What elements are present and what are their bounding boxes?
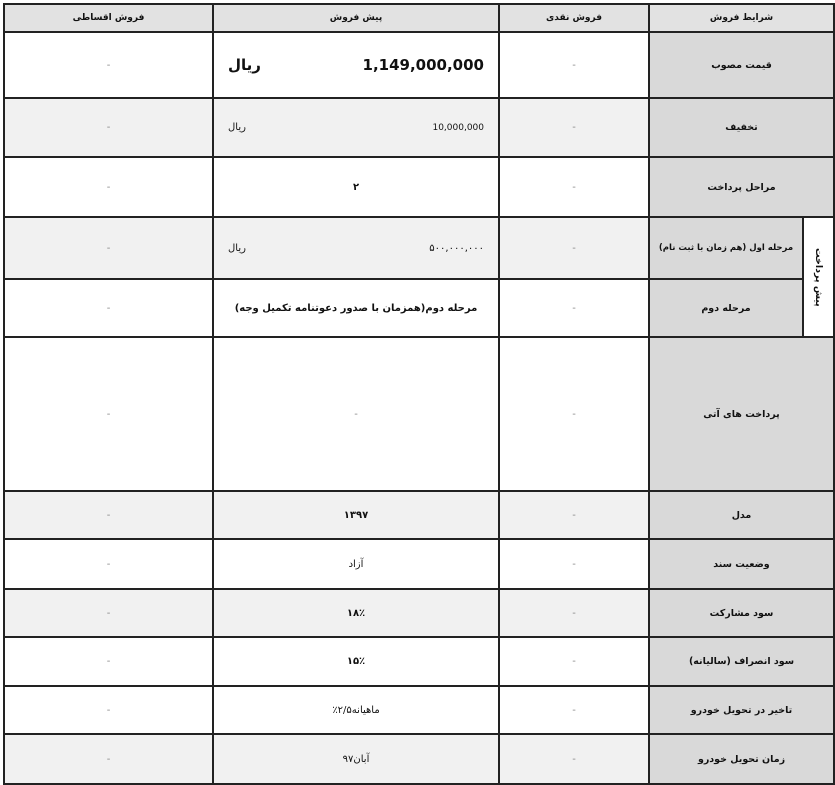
unit: ریال — [228, 56, 261, 74]
table-row: - مرحله دوم(همزمان با صدور دعوتنامه تکمی… — [3, 278, 834, 338]
table-row: - ۱۵٪ - سود انصراف (سالیانه) — [3, 636, 835, 687]
condition-label: مدل — [647, 490, 835, 540]
unit: ریال — [228, 122, 246, 133]
condition-label: سود انصراف (سالیانه) — [647, 636, 835, 687]
header-conditions: شرایط فروش — [647, 3, 835, 33]
cash-cell: - — [498, 588, 650, 638]
cash-cell: - — [498, 336, 650, 492]
installment-cell: - — [3, 31, 214, 99]
condition-label: مراحل پرداخت — [647, 156, 835, 218]
installment-cell: - — [3, 538, 214, 590]
cash-cell: - — [498, 278, 650, 338]
cash-cell: - — [498, 216, 650, 280]
installment-cell: - — [3, 636, 214, 687]
table-row: - آزاد - وضعیت سند — [3, 538, 835, 590]
condition-label: وضعیت سند — [647, 538, 835, 590]
installment-cell: - — [3, 216, 214, 280]
cash-cell: - — [498, 636, 650, 687]
condition-label: تخفیف — [647, 97, 835, 158]
installment-cell: - — [3, 156, 214, 218]
presale-cell: ریال 1,149,000,000 — [212, 31, 500, 99]
condition-label: تاخیر در تحویل خودرو — [647, 685, 835, 735]
cash-cell: - — [498, 31, 650, 99]
header-cash: فروش نقدی — [498, 3, 650, 33]
installment-cell: - — [3, 490, 214, 540]
sales-conditions-table: فروش اقساطی پیش فروش فروش نقدی شرایط فرو… — [3, 3, 835, 785]
installment-cell: - — [3, 336, 214, 492]
condition-label: پرداخت های آتی — [647, 336, 835, 492]
installment-cell: - — [3, 733, 214, 785]
amount: ۵۰۰,۰۰۰,۰۰۰ — [429, 242, 484, 254]
installment-cell: - — [3, 685, 214, 735]
installment-cell: - — [3, 588, 214, 638]
table-row: - ٪۲/۵ماهیانه - تاخیر در تحویل خودرو — [3, 685, 835, 735]
presale-cell: ۲ — [212, 156, 500, 218]
presale-cell: ٪۲/۵ماهیانه — [212, 685, 500, 735]
cash-cell: - — [498, 97, 650, 158]
installment-cell: - — [3, 97, 214, 158]
cash-cell: - — [498, 490, 650, 540]
header-installment: فروش اقساطی — [3, 3, 214, 33]
table-row: - آبان۹۷ - زمان تحویل خودرو — [3, 733, 835, 785]
presale-cell: - — [212, 336, 500, 492]
amount: 1,149,000,000 — [362, 56, 484, 74]
unit: ریال — [228, 242, 246, 254]
table-row: - ریال ۵۰۰,۰۰۰,۰۰۰ - مرحله اول (هم زمان ب… — [3, 216, 835, 338]
presale-cell: آزاد — [212, 538, 500, 590]
table-row: - ۱۳۹۷ - مدل — [3, 490, 835, 540]
condition-label: زمان تحویل خودرو — [647, 733, 835, 785]
cash-cell: - — [498, 733, 650, 785]
presale-cell: ریال ۵۰۰,۰۰۰,۰۰۰ — [212, 216, 500, 280]
cash-cell: - — [498, 538, 650, 590]
condition-label: سود مشارکت — [647, 588, 835, 638]
presale-cell: ۱۸٪ — [212, 588, 500, 638]
header-presale: پیش فروش — [212, 3, 500, 33]
presale-cell: ریال 10,000,000 — [212, 97, 500, 158]
table-row: - ۱۸٪ - سود مشارکت — [3, 588, 835, 638]
presale-cell: آبان۹۷ — [212, 733, 500, 785]
table-row: - - - پرداخت های آتی — [3, 336, 835, 492]
condition-label: مرحله اول (هم زمان با ثبت نام) — [648, 216, 804, 280]
table-row: - ریال 1,149,000,000 - قیمت مصوب — [3, 31, 835, 99]
amount: 10,000,000 — [432, 122, 484, 133]
presale-cell: ۱۳۹۷ — [212, 490, 500, 540]
condition-label: قیمت مصوب — [647, 31, 835, 99]
presale-cell: مرحله دوم(همزمان با صدور دعوتنامه تکمیل … — [212, 278, 500, 338]
header-row: فروش اقساطی پیش فروش فروش نقدی شرایط فرو… — [3, 3, 835, 33]
presale-cell: ۱۵٪ — [212, 636, 500, 687]
table-row: - ریال 10,000,000 - تخفیف — [3, 97, 835, 158]
cash-cell: - — [498, 156, 650, 218]
table-row: - ۲ - مراحل پرداخت — [3, 156, 835, 218]
condition-label: مرحله دوم — [648, 278, 804, 338]
prepayment-group-label: پیش پرداخت — [801, 216, 835, 338]
cash-cell: - — [498, 685, 650, 735]
installment-cell: - — [3, 278, 214, 338]
